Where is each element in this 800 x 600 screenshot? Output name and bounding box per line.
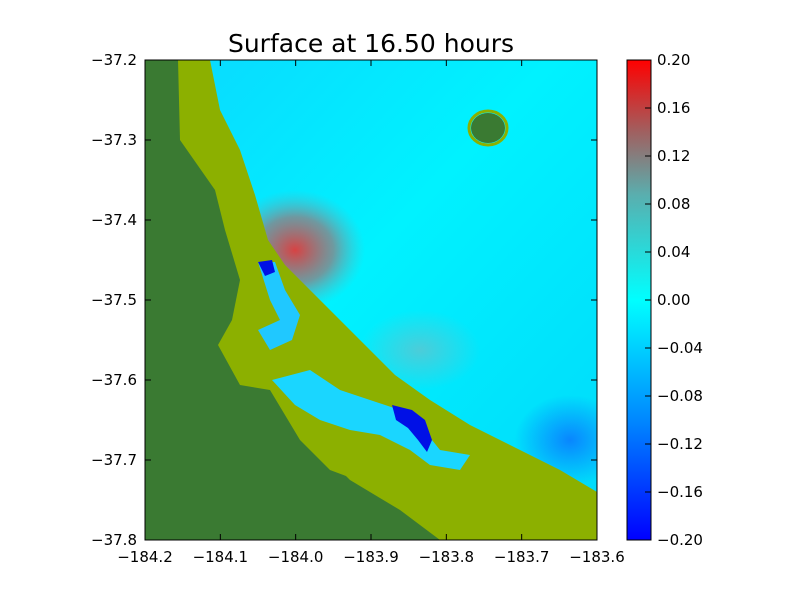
x-axis: −184.2 −184.1 −184.0 −183.9 −183.8 −183.7 −183… bbox=[117, 60, 625, 566]
y-tick-label: −37.8 bbox=[91, 531, 137, 549]
x-tick-label: −183.8 bbox=[419, 548, 475, 566]
colorbar-tick-label: 0.08 bbox=[657, 195, 690, 213]
colorbar-tick-label: −0.12 bbox=[657, 435, 703, 453]
colorbar-tick-label: 0.20 bbox=[657, 51, 690, 69]
x-tick-label: −183.7 bbox=[494, 548, 550, 566]
inland-land bbox=[145, 60, 510, 540]
colorbar-tick-label: −0.20 bbox=[657, 531, 703, 549]
harbour-water bbox=[258, 262, 300, 350]
colorbar-tick-label: −0.16 bbox=[657, 483, 703, 501]
colorbar-tick-label: 0.12 bbox=[657, 147, 690, 165]
colorbar-tick-label: 0.16 bbox=[657, 99, 690, 117]
colorbar-tick-label: 0.00 bbox=[657, 291, 690, 309]
island-shore bbox=[467, 109, 509, 147]
x-tick-label: −184.0 bbox=[268, 548, 324, 566]
colorbar-tick-label: −0.08 bbox=[657, 387, 703, 405]
colorbar-axis: 0.20 0.16 0.12 0.08 0.04 0.00 −0.04 −0.08 −0.12 −… bbox=[645, 51, 703, 549]
x-tick-label: −183.6 bbox=[569, 548, 625, 566]
y-tick-label: −37.4 bbox=[91, 211, 137, 229]
harbour-inlet bbox=[258, 260, 275, 276]
y-tick-label: −37.2 bbox=[91, 51, 137, 69]
y-axis: −37.2 −37.3 −37.4 −37.5 −37.6 −37.7 −37.8 bbox=[91, 51, 597, 549]
y-tick-label: −37.7 bbox=[91, 451, 137, 469]
y-tick-label: −37.5 bbox=[91, 291, 137, 309]
harbour-water bbox=[272, 370, 470, 470]
island bbox=[471, 113, 505, 143]
plot-area bbox=[145, 60, 597, 540]
colorbar-tick-label: 0.04 bbox=[657, 243, 690, 261]
x-tick-label: −184.2 bbox=[117, 548, 173, 566]
x-tick-label: −183.9 bbox=[343, 548, 399, 566]
colorbar-tick-label: −0.04 bbox=[657, 339, 703, 357]
coastal-land-patch bbox=[320, 400, 520, 540]
harbour-channel bbox=[392, 405, 432, 452]
y-tick-label: −37.6 bbox=[91, 371, 137, 389]
chart-title: Surface at 16.50 hours bbox=[228, 29, 514, 58]
x-tick-label: −184.1 bbox=[193, 548, 249, 566]
y-tick-label: −37.3 bbox=[91, 131, 137, 149]
